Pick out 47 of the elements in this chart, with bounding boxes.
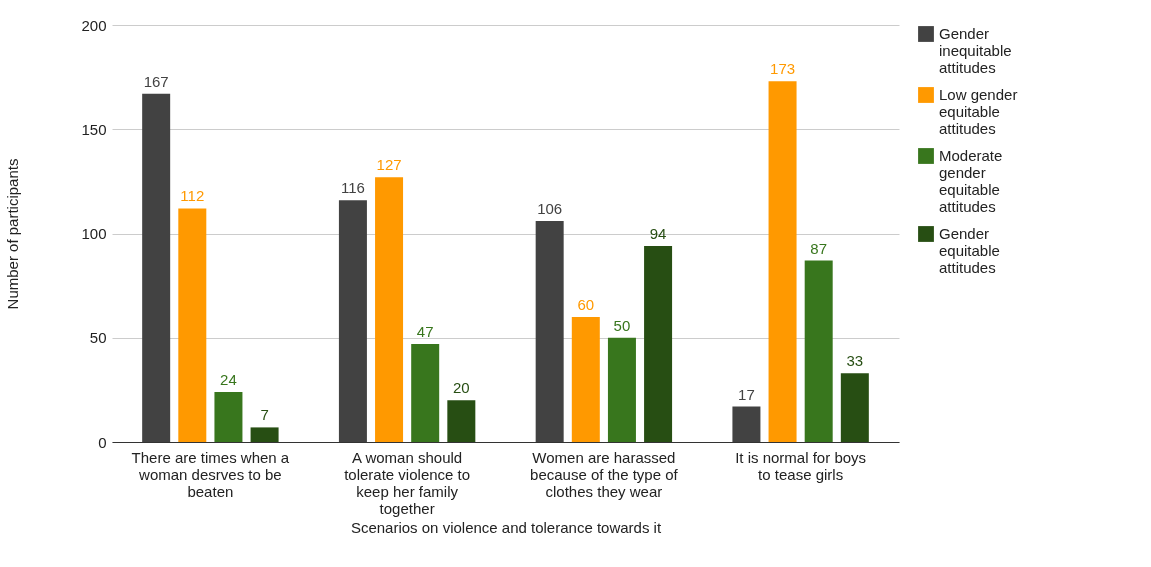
- bar: [571, 316, 600, 442]
- data-label: 50: [613, 316, 631, 334]
- legend-label: Gender inequitable attitudes: [939, 25, 1012, 76]
- y-tick-label: 50: [89, 329, 107, 347]
- bar: [804, 260, 833, 442]
- data-label: 17: [738, 385, 755, 403]
- bar: [607, 337, 636, 442]
- data-label: 116: [340, 179, 365, 197]
- legend-label: Moderate gender equitable attitudes: [939, 147, 1003, 215]
- y-tick-label: 0: [98, 433, 107, 451]
- x-tick-label: It is normal for boys to tease girls: [735, 448, 867, 483]
- x-tick-label: There are times when a woman desrves to be beaten: [131, 448, 290, 500]
- bar: [214, 391, 243, 442]
- data-label: 106: [537, 199, 563, 217]
- data-label: 24: [220, 370, 237, 388]
- y-tick-label: 100: [81, 225, 107, 242]
- bar: [250, 427, 279, 442]
- data-label: 127: [376, 156, 402, 174]
- x-tick-label: Women are harassed because of the type of clothes they wear: [530, 448, 679, 500]
- data-label: 7: [260, 406, 269, 424]
- data-label: 20: [452, 379, 470, 397]
- bar: [840, 373, 869, 442]
- data-label: 167: [143, 72, 169, 90]
- bar: [768, 81, 797, 442]
- bar: [644, 246, 673, 442]
- bar: [375, 177, 404, 442]
- data-label: 112: [180, 187, 205, 205]
- legend-label: Gender equitable attitudes: [939, 225, 1000, 276]
- y-tick-label: 150: [81, 120, 107, 138]
- data-label: 87: [810, 239, 828, 257]
- data-label: 94: [649, 225, 667, 243]
- bar: [447, 400, 476, 442]
- y-tick-label: 200: [81, 16, 107, 34]
- data-label: 60: [577, 295, 595, 313]
- bar: [142, 93, 171, 442]
- bar: [535, 220, 564, 442]
- y-axis-title: Number of participants: [4, 158, 22, 310]
- bar: [732, 406, 761, 442]
- bar: [338, 200, 367, 442]
- x-tick-label: A woman should tolerate violence to keep her family together: [344, 448, 471, 517]
- data-label: 47: [416, 323, 434, 341]
- bar: [411, 344, 440, 442]
- x-axis-title: Scenarios on violence and tolerance towards it: [350, 518, 662, 536]
- data-label: 33: [846, 352, 864, 370]
- bar: [178, 208, 207, 442]
- data-label: 173: [770, 60, 796, 78]
- legend-label: Low gender equitable attitudes: [939, 86, 1018, 137]
